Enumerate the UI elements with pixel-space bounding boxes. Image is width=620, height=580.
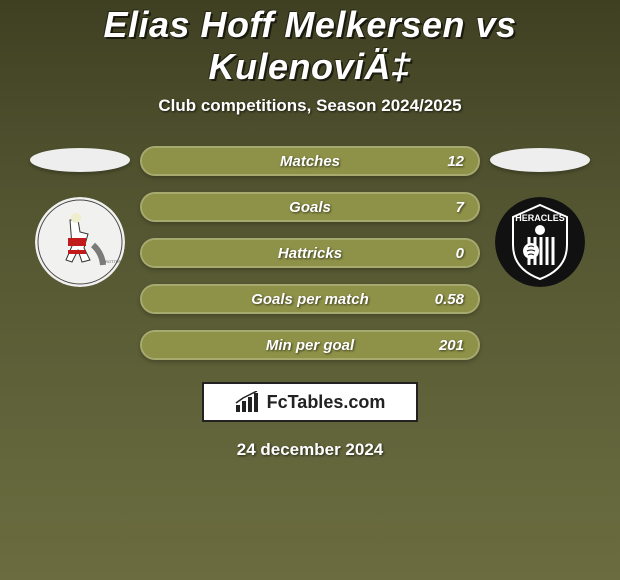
stat-value-p1: 0 — [456, 245, 464, 262]
stat-label: Goals per match — [142, 291, 478, 308]
stat-value-p1: 12 — [447, 153, 464, 170]
fctables-chart-icon — [235, 391, 261, 413]
footer-brand-text: FcTables.com — [267, 392, 386, 413]
footer-brand-box: FcTables.com — [202, 382, 418, 422]
player2-column: HERACLES — [480, 146, 600, 287]
stat-label: Min per goal — [142, 337, 478, 354]
player2-club-logo: HERACLES — [495, 197, 585, 287]
heracles-logo-icon: HERACLES — [495, 197, 585, 287]
stat-bar: Goals7 — [140, 192, 480, 222]
player1-column: ROTTERDAM — [20, 146, 140, 287]
main-row: ROTTERDAM Matches12 Goals7 Hattricks0 Goals… — [0, 146, 620, 360]
date-text: 24 december 2024 — [237, 440, 384, 460]
svg-text:HERACLES: HERACLES — [515, 213, 565, 223]
stat-bar: Matches12 — [140, 146, 480, 176]
stat-bar: Hattricks0 — [140, 238, 480, 268]
player1-name-pill — [30, 148, 130, 172]
svg-text:ROTTERDAM: ROTTERDAM — [105, 259, 125, 264]
stat-value-p1: 0.58 — [435, 291, 464, 308]
page-title: Elias Hoff Melkersen vs KulenoviÄ‡ — [0, 4, 620, 88]
content-wrapper: Elias Hoff Melkersen vs KulenoviÄ‡ Club … — [0, 0, 620, 460]
stat-label: Hattricks — [142, 245, 478, 262]
player1-club-logo: ROTTERDAM — [35, 197, 125, 287]
stat-value-p1: 201 — [439, 337, 464, 354]
stat-value-p1: 7 — [456, 199, 464, 216]
stat-label: Goals — [142, 199, 478, 216]
stats-bars: Matches12 Goals7 Hattricks0 Goals per match… — [140, 146, 480, 360]
stat-bar: Min per goal201 — [140, 330, 480, 360]
stat-label: Matches — [142, 153, 478, 170]
player2-name-pill — [490, 148, 590, 172]
subtitle: Club competitions, Season 2024/2025 — [158, 96, 461, 116]
sparta-logo-icon: ROTTERDAM — [35, 197, 125, 287]
stat-bar: Goals per match0.58 — [140, 284, 480, 314]
